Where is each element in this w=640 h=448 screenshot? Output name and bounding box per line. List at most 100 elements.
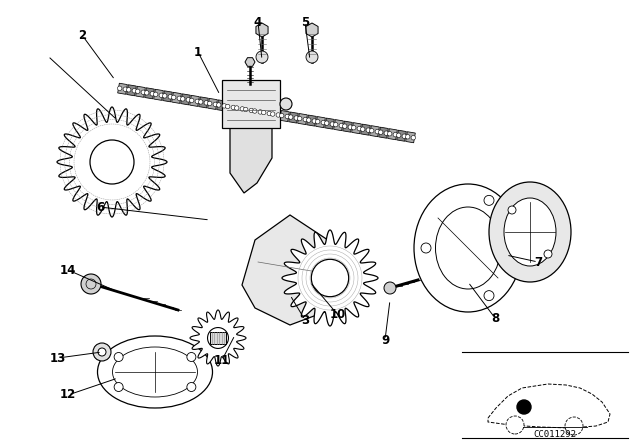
Circle shape	[280, 98, 292, 110]
Circle shape	[348, 125, 353, 129]
Polygon shape	[242, 215, 350, 325]
Circle shape	[234, 106, 239, 110]
Circle shape	[231, 105, 236, 110]
Circle shape	[397, 133, 401, 138]
Text: 14: 14	[60, 263, 76, 276]
Text: CC011292: CC011292	[534, 430, 577, 439]
Circle shape	[81, 274, 101, 294]
Polygon shape	[333, 120, 343, 131]
Ellipse shape	[97, 336, 212, 408]
Text: 6: 6	[96, 201, 104, 214]
Polygon shape	[154, 89, 163, 100]
Circle shape	[132, 89, 136, 93]
Circle shape	[330, 122, 335, 126]
Text: 13: 13	[50, 352, 66, 365]
Text: 12: 12	[60, 388, 76, 401]
Text: 5: 5	[301, 16, 309, 29]
Circle shape	[256, 51, 268, 63]
Polygon shape	[388, 129, 397, 140]
Circle shape	[484, 291, 494, 301]
Circle shape	[90, 140, 134, 184]
Circle shape	[298, 116, 302, 121]
Circle shape	[187, 353, 196, 362]
Circle shape	[285, 114, 289, 119]
Circle shape	[366, 128, 371, 132]
Circle shape	[333, 122, 338, 127]
Circle shape	[136, 89, 140, 94]
Circle shape	[123, 87, 127, 91]
Circle shape	[280, 113, 284, 118]
Polygon shape	[397, 130, 406, 141]
Text: 2: 2	[78, 29, 86, 42]
Circle shape	[114, 383, 123, 392]
Circle shape	[204, 101, 209, 105]
Polygon shape	[316, 116, 325, 128]
Polygon shape	[324, 118, 334, 129]
Ellipse shape	[435, 207, 500, 289]
Circle shape	[508, 206, 516, 214]
Circle shape	[198, 100, 203, 104]
Circle shape	[411, 135, 415, 140]
Circle shape	[360, 127, 365, 131]
Circle shape	[276, 113, 280, 117]
Circle shape	[384, 131, 388, 135]
Circle shape	[316, 120, 320, 124]
Circle shape	[195, 99, 200, 103]
Circle shape	[207, 101, 212, 106]
FancyBboxPatch shape	[210, 332, 226, 344]
Circle shape	[127, 87, 131, 92]
Polygon shape	[253, 106, 262, 117]
Circle shape	[357, 126, 362, 131]
Polygon shape	[379, 127, 388, 138]
Text: 4: 4	[254, 16, 262, 29]
Polygon shape	[280, 111, 289, 121]
Circle shape	[168, 95, 173, 99]
Circle shape	[262, 110, 266, 115]
Text: 8: 8	[491, 311, 499, 324]
Circle shape	[216, 103, 221, 107]
Polygon shape	[361, 124, 371, 135]
Circle shape	[544, 250, 552, 258]
Polygon shape	[406, 132, 415, 143]
Circle shape	[387, 132, 392, 136]
FancyBboxPatch shape	[222, 80, 280, 128]
Circle shape	[240, 107, 244, 111]
Ellipse shape	[489, 182, 571, 282]
Polygon shape	[306, 23, 318, 37]
Polygon shape	[307, 115, 316, 126]
Circle shape	[253, 109, 257, 113]
Polygon shape	[226, 101, 236, 112]
Circle shape	[421, 243, 431, 253]
Circle shape	[118, 86, 122, 90]
Polygon shape	[163, 91, 172, 102]
Polygon shape	[198, 97, 208, 108]
Polygon shape	[244, 104, 253, 116]
Circle shape	[517, 400, 531, 414]
Circle shape	[506, 416, 524, 434]
Circle shape	[172, 95, 176, 99]
Polygon shape	[230, 128, 272, 193]
Circle shape	[311, 259, 349, 297]
Polygon shape	[370, 125, 380, 137]
Circle shape	[180, 97, 185, 101]
Polygon shape	[190, 310, 246, 366]
Text: 10: 10	[330, 309, 346, 322]
Circle shape	[145, 90, 149, 95]
Circle shape	[312, 119, 317, 123]
Circle shape	[267, 111, 271, 116]
Polygon shape	[145, 88, 154, 99]
Polygon shape	[180, 94, 190, 105]
Circle shape	[351, 125, 356, 130]
Circle shape	[98, 348, 106, 356]
Polygon shape	[262, 108, 271, 119]
Circle shape	[378, 130, 383, 134]
Circle shape	[339, 123, 344, 128]
Circle shape	[141, 90, 145, 95]
Ellipse shape	[414, 184, 522, 312]
Polygon shape	[189, 95, 199, 107]
Polygon shape	[127, 85, 136, 96]
Circle shape	[154, 92, 158, 97]
Polygon shape	[282, 230, 378, 326]
Ellipse shape	[504, 198, 556, 266]
Circle shape	[384, 282, 396, 294]
